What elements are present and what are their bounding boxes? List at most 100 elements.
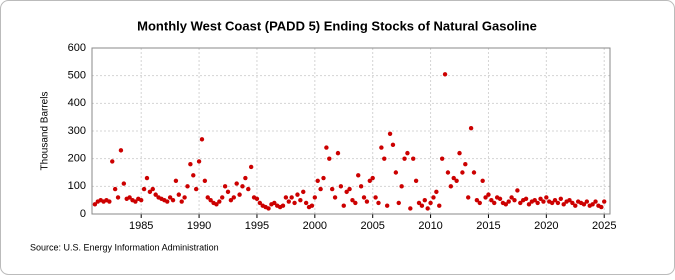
point (115, 195, 121, 200)
point (471, 170, 477, 175)
point (318, 186, 323, 192)
point (165, 199, 170, 204)
y-axis-label: Thousand Barrels (40, 92, 51, 171)
point (503, 202, 509, 207)
x-tick-label: 1995 (245, 220, 269, 232)
point (173, 178, 179, 183)
point (327, 156, 332, 161)
point (561, 202, 566, 207)
point (523, 196, 529, 201)
point (110, 159, 115, 164)
point (193, 186, 199, 192)
point (335, 150, 341, 156)
point (460, 170, 465, 175)
point (179, 199, 184, 204)
point (451, 175, 456, 181)
point (196, 159, 202, 164)
point (170, 197, 176, 203)
point (112, 186, 118, 192)
point (480, 178, 485, 183)
point (538, 196, 543, 201)
point (220, 195, 225, 200)
point (350, 197, 355, 203)
x-tick-label: 1990 (187, 220, 211, 232)
point (379, 145, 384, 150)
point (202, 178, 208, 183)
point (205, 195, 210, 200)
y-tick-label: 100 (68, 180, 86, 192)
point (535, 200, 540, 206)
point (283, 195, 289, 200)
point (419, 203, 425, 208)
point (214, 202, 219, 207)
point (558, 196, 564, 201)
point (338, 184, 344, 189)
point (118, 148, 124, 153)
point (599, 204, 604, 210)
point (248, 164, 254, 170)
point (188, 162, 193, 167)
point (234, 181, 239, 186)
point (492, 200, 497, 206)
point (584, 199, 590, 204)
x-tick-label: 2010 (418, 220, 442, 232)
point (364, 199, 370, 204)
point (515, 188, 520, 193)
point (384, 203, 390, 208)
point (567, 197, 572, 203)
point (315, 178, 320, 183)
point (581, 202, 587, 207)
point (312, 195, 318, 200)
point (541, 199, 546, 204)
point (138, 197, 144, 203)
point (590, 202, 595, 207)
point (286, 199, 291, 204)
point (497, 196, 503, 201)
point (428, 200, 433, 206)
point (237, 192, 242, 197)
point (463, 162, 468, 167)
point (228, 197, 234, 203)
point (483, 195, 488, 200)
point (358, 184, 364, 189)
point (390, 142, 396, 148)
point (176, 192, 182, 197)
point (127, 195, 132, 200)
point (341, 203, 346, 208)
point (425, 206, 430, 211)
point (431, 195, 436, 200)
point (416, 200, 422, 206)
point (457, 150, 462, 156)
point (356, 173, 361, 178)
point (518, 200, 523, 206)
y-tick-label: 500 (68, 70, 86, 82)
point (150, 186, 155, 192)
chart-title: Monthly West Coast (PADD 5) Ending Stock… (137, 18, 537, 33)
point (153, 192, 158, 197)
point (370, 175, 375, 181)
point (141, 186, 147, 192)
source: Source: U.S. Energy Information Administ… (30, 242, 219, 252)
point (532, 197, 537, 203)
point (382, 156, 387, 161)
point (347, 186, 352, 192)
point (324, 145, 329, 150)
point (466, 195, 471, 200)
point (303, 200, 309, 206)
point (217, 199, 222, 204)
x-tick-label: 2015 (476, 220, 500, 232)
point (199, 137, 205, 142)
point (454, 178, 459, 183)
point (387, 131, 393, 136)
point (367, 178, 373, 183)
point (191, 173, 196, 178)
point (257, 200, 263, 206)
point (408, 206, 413, 211)
point (506, 199, 511, 204)
point (544, 195, 549, 200)
point (399, 184, 404, 189)
point (439, 156, 445, 161)
point (570, 200, 575, 206)
point (240, 184, 245, 189)
